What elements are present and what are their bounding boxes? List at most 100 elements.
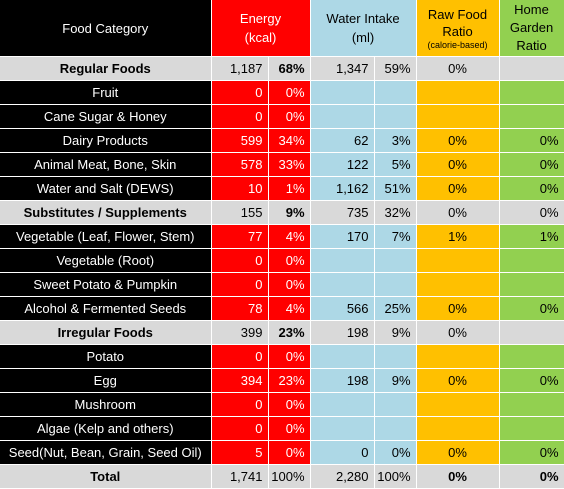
- cell-category: Substitutes / Supplements: [0, 200, 212, 225]
- header-water-unit: (ml): [351, 30, 375, 45]
- header-home-garden-ratio: Home Garden Ratio: [499, 0, 564, 57]
- table-row: Egg 394 23% 198 9% 0% 0%: [0, 368, 564, 393]
- cell-raw-food-ratio: 0%: [416, 464, 500, 489]
- cell-home-garden-ratio: 0%: [499, 368, 564, 393]
- cell-energy-pct: 0%: [268, 440, 311, 465]
- header-garden-label-2: Garden: [509, 20, 554, 35]
- cell-water-pct: 25%: [374, 296, 417, 321]
- cell-water-ml: [310, 248, 375, 273]
- cell-raw-food-ratio: [416, 272, 500, 297]
- cell-water-pct: [374, 392, 417, 417]
- cell-energy-pct: 33%: [268, 152, 311, 177]
- cell-raw-food-ratio: 1%: [416, 224, 500, 249]
- cell-energy-kcal: 0: [211, 272, 269, 297]
- cell-energy-kcal: 394: [211, 368, 269, 393]
- table-row: Alcohol & Fermented Seeds 78 4% 566 25% 0% 0%: [0, 296, 564, 321]
- cell-raw-food-ratio: [416, 248, 500, 273]
- cell-water-pct: 9%: [374, 368, 417, 393]
- table-body: Regular Foods 1,187 68% 1,347 59% 0% Fruit 0 0% C…: [0, 56, 564, 489]
- table-row: Cane Sugar & Honey 0 0%: [0, 104, 564, 129]
- cell-energy-pct: 34%: [268, 128, 311, 153]
- cell-energy-pct: 0%: [268, 248, 311, 273]
- header-raw-food-ratio: Raw Food Ratio (calorie-based): [416, 0, 500, 57]
- cell-energy-pct: 0%: [268, 416, 311, 441]
- header-energy-label: Energy: [239, 11, 282, 26]
- header-raw-label-2: Ratio: [442, 23, 473, 39]
- cell-energy-pct: 23%: [268, 368, 311, 393]
- cell-home-garden-ratio: [499, 248, 564, 273]
- cell-water-ml: [310, 80, 375, 105]
- cell-home-garden-ratio: 0%: [499, 200, 564, 225]
- cell-water-pct: 0%: [374, 440, 417, 465]
- cell-raw-food-ratio: 0%: [416, 200, 500, 225]
- table-row: Seed(Nut, Bean, Grain, Seed Oil) 5 0% 0 0% 0%…: [0, 440, 564, 465]
- header-garden-label-3: Ratio: [516, 38, 547, 53]
- cell-raw-food-ratio: 0%: [416, 152, 500, 177]
- cell-raw-food-ratio: 0%: [416, 368, 500, 393]
- cell-water-ml: 1,347: [310, 56, 375, 81]
- header-food-category: Food Category: [0, 0, 212, 57]
- cell-water-pct: [374, 272, 417, 297]
- cell-water-ml: 0: [310, 440, 375, 465]
- header-raw-subtitle: (calorie-based): [427, 39, 488, 50]
- cell-home-garden-ratio: [499, 56, 564, 81]
- cell-energy-kcal: 399: [211, 320, 269, 345]
- cell-raw-food-ratio: [416, 344, 500, 369]
- cell-energy-kcal: 1,187: [211, 56, 269, 81]
- cell-energy-kcal: 0: [211, 248, 269, 273]
- cell-energy-pct: 0%: [268, 272, 311, 297]
- cell-category: Algae (Kelp and others): [0, 416, 212, 441]
- cell-water-ml: 566: [310, 296, 375, 321]
- cell-water-pct: 7%: [374, 224, 417, 249]
- cell-category: Mushroom: [0, 392, 212, 417]
- cell-category: Animal Meat, Bone, Skin: [0, 152, 212, 177]
- cell-energy-pct: 0%: [268, 344, 311, 369]
- cell-energy-pct: 4%: [268, 224, 311, 249]
- cell-water-ml: 62: [310, 128, 375, 153]
- cell-water-ml: 170: [310, 224, 375, 249]
- cell-water-ml: 198: [310, 320, 375, 345]
- cell-energy-kcal: 5: [211, 440, 269, 465]
- cell-energy-kcal: 155: [211, 200, 269, 225]
- total-row: Total 1,741 100% 2,280 100% 0% 0%: [0, 464, 564, 489]
- cell-water-ml: 198: [310, 368, 375, 393]
- cell-energy-kcal: 78: [211, 296, 269, 321]
- header-garden-label-1: Home: [514, 2, 549, 17]
- cell-water-pct: [374, 104, 417, 129]
- cell-water-pct: 5%: [374, 152, 417, 177]
- cell-energy-kcal: 0: [211, 80, 269, 105]
- cell-water-pct: 51%: [374, 176, 417, 201]
- cell-water-ml: 122: [310, 152, 375, 177]
- cell-water-ml: 1,162: [310, 176, 375, 201]
- cell-category: Fruit: [0, 80, 212, 105]
- cell-water-ml: [310, 416, 375, 441]
- cell-water-pct: [374, 344, 417, 369]
- cell-home-garden-ratio: [499, 392, 564, 417]
- cell-raw-food-ratio: [416, 392, 500, 417]
- cell-home-garden-ratio: 0%: [499, 152, 564, 177]
- group-row: Irregular Foods 399 23% 198 9% 0%: [0, 320, 564, 345]
- table-row: Algae (Kelp and others) 0 0%: [0, 416, 564, 441]
- cell-category: Vegetable (Leaf, Flower, Stem): [0, 224, 212, 249]
- cell-water-pct: 9%: [374, 320, 417, 345]
- group-row: Substitutes / Supplements 155 9% 735 32% 0% 0%: [0, 200, 564, 225]
- cell-category: Sweet Potato & Pumpkin: [0, 272, 212, 297]
- cell-energy-pct: 1%: [268, 176, 311, 201]
- cell-water-pct: [374, 416, 417, 441]
- cell-water-pct: 59%: [374, 56, 417, 81]
- cell-home-garden-ratio: 0%: [499, 464, 564, 489]
- cell-water-pct: 32%: [374, 200, 417, 225]
- cell-water-pct: 100%: [374, 464, 417, 489]
- cell-energy-kcal: 0: [211, 416, 269, 441]
- cell-energy-pct: 4%: [268, 296, 311, 321]
- cell-raw-food-ratio: [416, 104, 500, 129]
- cell-water-ml: [310, 272, 375, 297]
- table-row: Potato 0 0%: [0, 344, 564, 369]
- cell-energy-kcal: 0: [211, 392, 269, 417]
- cell-raw-food-ratio: 0%: [416, 176, 500, 201]
- cell-home-garden-ratio: [499, 272, 564, 297]
- cell-energy-kcal: 10: [211, 176, 269, 201]
- table-row: Vegetable (Leaf, Flower, Stem) 77 4% 170 7% 1…: [0, 224, 564, 249]
- table-row: Dairy Products 599 34% 62 3% 0% 0%: [0, 128, 564, 153]
